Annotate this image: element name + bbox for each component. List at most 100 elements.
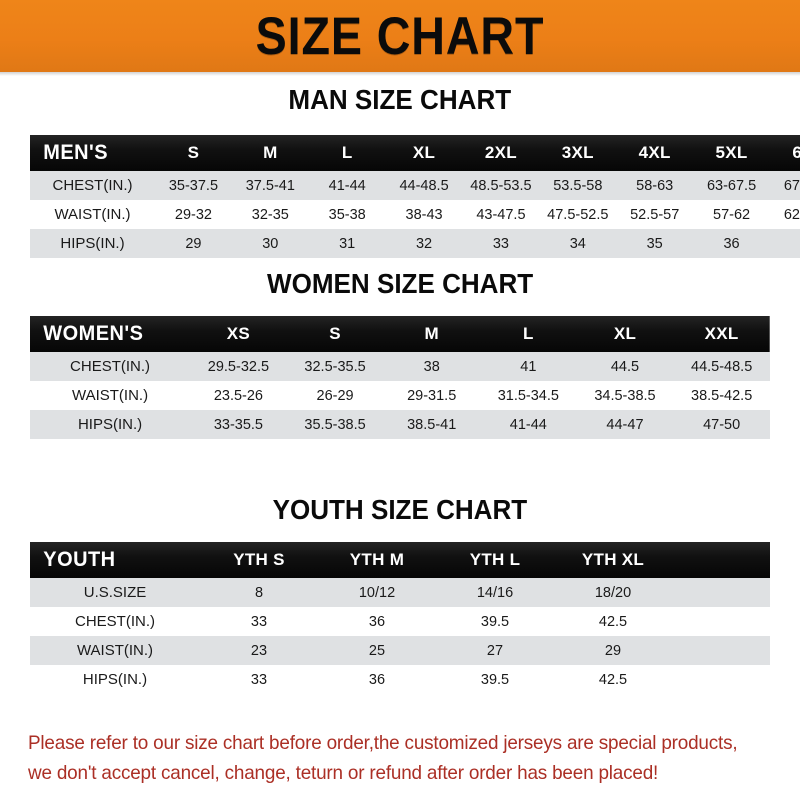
men-col-2xl: 2XL: [484, 143, 517, 162]
women-chest-s: 32.5-35.5: [286, 352, 384, 381]
youth-waist-m: 25: [318, 636, 436, 665]
men-row-label-hips: HIPS(IN.): [30, 229, 155, 258]
women-hips-l: 41-44: [480, 410, 577, 439]
men-waist-5xl: 57-62: [693, 200, 770, 229]
youth-chest-m: 36: [318, 607, 436, 636]
section-title-youth: YOUTH SIZE CHART: [0, 494, 800, 526]
men-col-xl: XL: [412, 143, 436, 162]
men-chest-4xl: 58-63: [616, 171, 694, 200]
men-waist-l: 35-38: [308, 200, 386, 229]
men-col-3xl: 3XL: [561, 143, 594, 162]
table-row: HIPS(IN.) 33-35.5 35.5-38.5 38.5-41 41-4…: [30, 410, 770, 439]
section-title-man-text: MAN SIZE CHART: [288, 84, 512, 115]
youth-cell-spacer: [672, 636, 770, 665]
section-title-women-text: WOMEN SIZE CHART: [266, 268, 534, 299]
men-chest-m: 37.5-41: [231, 171, 309, 200]
youth-corner-label: YOUTH: [43, 548, 116, 571]
page-title: SIZE CHART: [255, 6, 545, 66]
men-waist-m: 32-35: [231, 200, 309, 229]
women-hips-xl: 44-47: [576, 410, 674, 439]
women-waist-xxl: 38.5-42.5: [673, 381, 770, 410]
youth-size-table: YOUTH YTH S YTH M YTH L YTH XL U.S.SIZE …: [30, 542, 770, 694]
women-col-xl: XL: [613, 324, 637, 343]
youth-chest-xl: 42.5: [554, 607, 672, 636]
youth-cell-spacer: [672, 578, 770, 607]
men-col-6xl: 6XL: [792, 143, 800, 162]
table-row: WAIST(IN.) 29-32 32-35 35-38 38-43 43-47…: [30, 200, 800, 229]
women-waist-xs: 23.5-26: [190, 381, 287, 410]
men-hips-4xl: 35: [616, 229, 694, 258]
women-row-label-waist: WAIST(IN.): [30, 381, 191, 410]
youth-row-label-hips: HIPS(IN.): [30, 665, 200, 694]
youth-cell-spacer: [672, 607, 770, 636]
youth-row-label-ussize: U.S.SIZE: [30, 578, 200, 607]
women-waist-s: 26-29: [286, 381, 384, 410]
women-col-xxl: XXL: [704, 324, 739, 343]
men-waist-3xl: 47.5-52.5: [539, 200, 617, 229]
youth-ussize-xl: 18/20: [554, 578, 672, 607]
table-header-row: YOUTH YTH S YTH M YTH L YTH XL: [30, 542, 770, 578]
youth-col-xl: YTH XL: [581, 550, 645, 569]
section-title-youth-text: YOUTH SIZE CHART: [272, 494, 528, 525]
women-waist-l: 31.5-34.5: [480, 381, 577, 410]
youth-ussize-s: 8: [200, 578, 318, 607]
women-size-table: WOMEN'S XS S M L XL XXL CHEST(IN.) 29.5-…: [30, 316, 770, 439]
men-row-label-waist: WAIST(IN.): [30, 200, 155, 229]
footer-disclaimer-line-2: we don't accept cancel, change, teturn o…: [28, 762, 659, 784]
men-waist-4xl: 52.5-57: [616, 200, 694, 229]
men-hips-2xl: 33: [462, 229, 540, 258]
youth-hips-s: 33: [200, 665, 318, 694]
women-row-label-chest: CHEST(IN.): [30, 352, 191, 381]
men-hips-l: 31: [308, 229, 386, 258]
men-corner-label: MEN'S: [43, 141, 109, 164]
section-title-women: WOMEN SIZE CHART: [0, 268, 800, 300]
women-chest-m: 38: [383, 352, 481, 381]
youth-waist-l: 27: [436, 636, 554, 665]
men-chest-5xl: 63-67.5: [693, 171, 770, 200]
table-row: CHEST(IN.) 33 36 39.5 42.5: [30, 607, 770, 636]
footer-disclaimer: Please refer to our size chart before or…: [28, 728, 780, 788]
table-row: WAIST(IN.) 23.5-26 26-29 29-31.5 31.5-34…: [30, 381, 770, 410]
women-hips-m: 38.5-41: [383, 410, 481, 439]
banner-shadow: [0, 72, 800, 76]
table-row: CHEST(IN.) 35-37.5 37.5-41 41-44 44-48.5…: [30, 171, 800, 200]
table-row: WAIST(IN.) 23 25 27 29: [30, 636, 770, 665]
youth-col-spacer: [672, 542, 770, 578]
men-row-label-chest: CHEST(IN.): [30, 171, 155, 200]
table-row: CHEST(IN.) 29.5-32.5 32.5-35.5 38 41 44.…: [30, 352, 770, 381]
women-col-l: L: [522, 324, 534, 343]
men-hips-3xl: 34: [539, 229, 617, 258]
women-hips-s: 35.5-38.5: [286, 410, 384, 439]
table-row: U.S.SIZE 8 10/12 14/16 18/20: [30, 578, 770, 607]
women-corner-label: WOMEN'S: [43, 322, 144, 345]
men-chest-3xl: 53.5-58: [539, 171, 617, 200]
men-chest-xl: 44-48.5: [385, 171, 463, 200]
women-row-label-hips: HIPS(IN.): [30, 410, 191, 439]
men-col-5xl: 5XL: [715, 143, 748, 162]
youth-cell-spacer: [672, 665, 770, 694]
youth-chest-l: 39.5: [436, 607, 554, 636]
youth-ussize-l: 14/16: [436, 578, 554, 607]
men-chest-6xl: 67.5-72: [770, 171, 800, 200]
men-hips-s: 29: [155, 229, 232, 258]
men-col-m: M: [263, 143, 278, 162]
women-chest-xxl: 44.5-48.5: [673, 352, 770, 381]
women-hips-xxl: 47-50: [673, 410, 770, 439]
youth-hips-xl: 42.5: [554, 665, 672, 694]
women-chest-l: 41: [480, 352, 577, 381]
youth-col-l: YTH L: [469, 550, 521, 569]
men-waist-s: 29-32: [155, 200, 232, 229]
youth-chest-s: 33: [200, 607, 318, 636]
table-header-row: WOMEN'S XS S M L XL XXL: [30, 316, 770, 352]
women-chest-xs: 29.5-32.5: [190, 352, 287, 381]
men-hips-m: 30: [231, 229, 309, 258]
men-waist-6xl: 62-66.5: [770, 200, 800, 229]
men-chest-l: 41-44: [308, 171, 386, 200]
men-col-4xl: 4XL: [638, 143, 671, 162]
women-waist-xl: 34.5-38.5: [576, 381, 674, 410]
women-hips-xs: 33-35.5: [190, 410, 287, 439]
youth-row-label-chest: CHEST(IN.): [30, 607, 200, 636]
men-hips-6xl: 37: [770, 229, 800, 258]
youth-col-m: YTH M: [349, 550, 405, 569]
